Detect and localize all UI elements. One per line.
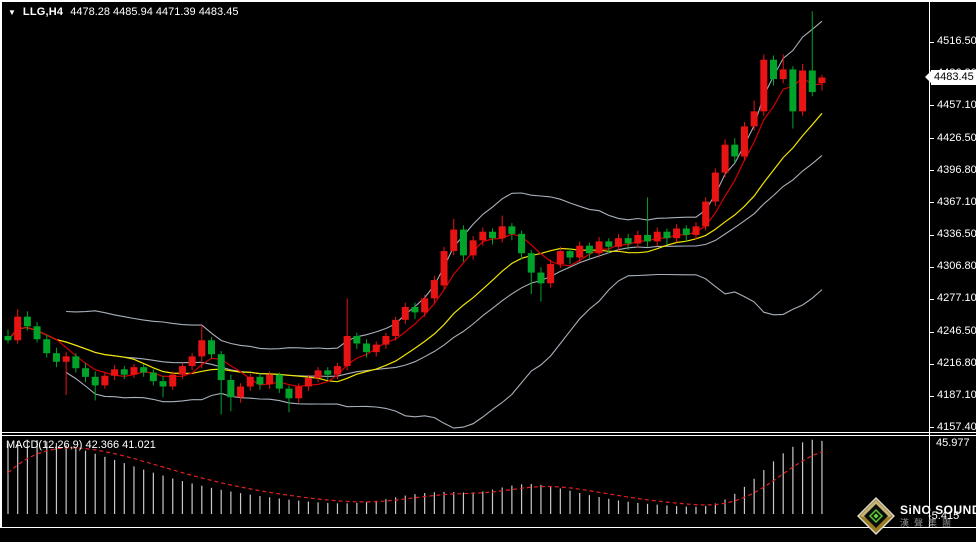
price-axis-label: 4216.80	[937, 357, 976, 370]
price-axis-tick	[929, 395, 934, 397]
price-axis-label: 4277.10	[937, 292, 976, 305]
price-axis-label: 4187.10	[937, 389, 976, 402]
logo-brand-text: SiNO SOUND	[900, 502, 976, 517]
sino-sound-logo: SiNO SOUND 漢聲集團	[856, 496, 976, 536]
price-axis-label: 4367.10	[937, 195, 976, 208]
diamond-logo-icon	[857, 497, 895, 535]
price-axis-tick	[929, 202, 934, 204]
macd-pane[interactable]	[7, 439, 823, 514]
price-axis-label: 4457.10	[937, 98, 976, 111]
time-axis-strip	[0, 528, 976, 542]
price-axis-tick	[929, 363, 934, 365]
price-axis-tick	[929, 170, 934, 172]
current-price-box: 4483.45	[925, 70, 976, 86]
price-axis-label: 4336.50	[937, 228, 976, 241]
macd-indicator-label: MACD(12,26,9) 42.366 41.021	[6, 439, 156, 451]
main-pane[interactable]	[4, 11, 826, 429]
price-axis-tick	[929, 105, 934, 107]
price-axis-label: 4306.80	[937, 260, 976, 273]
price-axis-label: 4516.50	[937, 35, 976, 47]
macd-scale-max: 45.977	[936, 437, 970, 449]
price-axis-tick	[929, 41, 934, 43]
price-axis-label: 4396.80	[937, 163, 976, 176]
symbol-dropdown-icon[interactable]: ▼	[8, 7, 16, 17]
price-axis-label: 4246.50	[937, 325, 976, 338]
price-axis-tick	[929, 298, 934, 300]
price-axis-tick	[929, 427, 934, 429]
window-border-top	[0, 0, 976, 2]
macd-scale-min: -5.415	[928, 510, 960, 522]
price-axis-tick	[929, 331, 934, 333]
price-axis-tick	[929, 234, 934, 236]
price-axis-label: 4157.40	[937, 420, 976, 433]
price-axis-label: 4426.50	[937, 131, 976, 144]
logo-brand-chinese: 漢聲集團	[900, 517, 957, 528]
symbol-period-label: LLG,H4	[22, 6, 64, 18]
price-axis-tick	[929, 266, 934, 268]
price-axis-tick	[929, 138, 934, 140]
ohlc-values: 4478.28 4485.94 4471.39 4483.45	[70, 6, 239, 18]
window-border-left	[0, 0, 2, 542]
chart-header: ▼ LLG,H4 4478.28 4485.94 4471.39 4483.45	[8, 6, 238, 18]
